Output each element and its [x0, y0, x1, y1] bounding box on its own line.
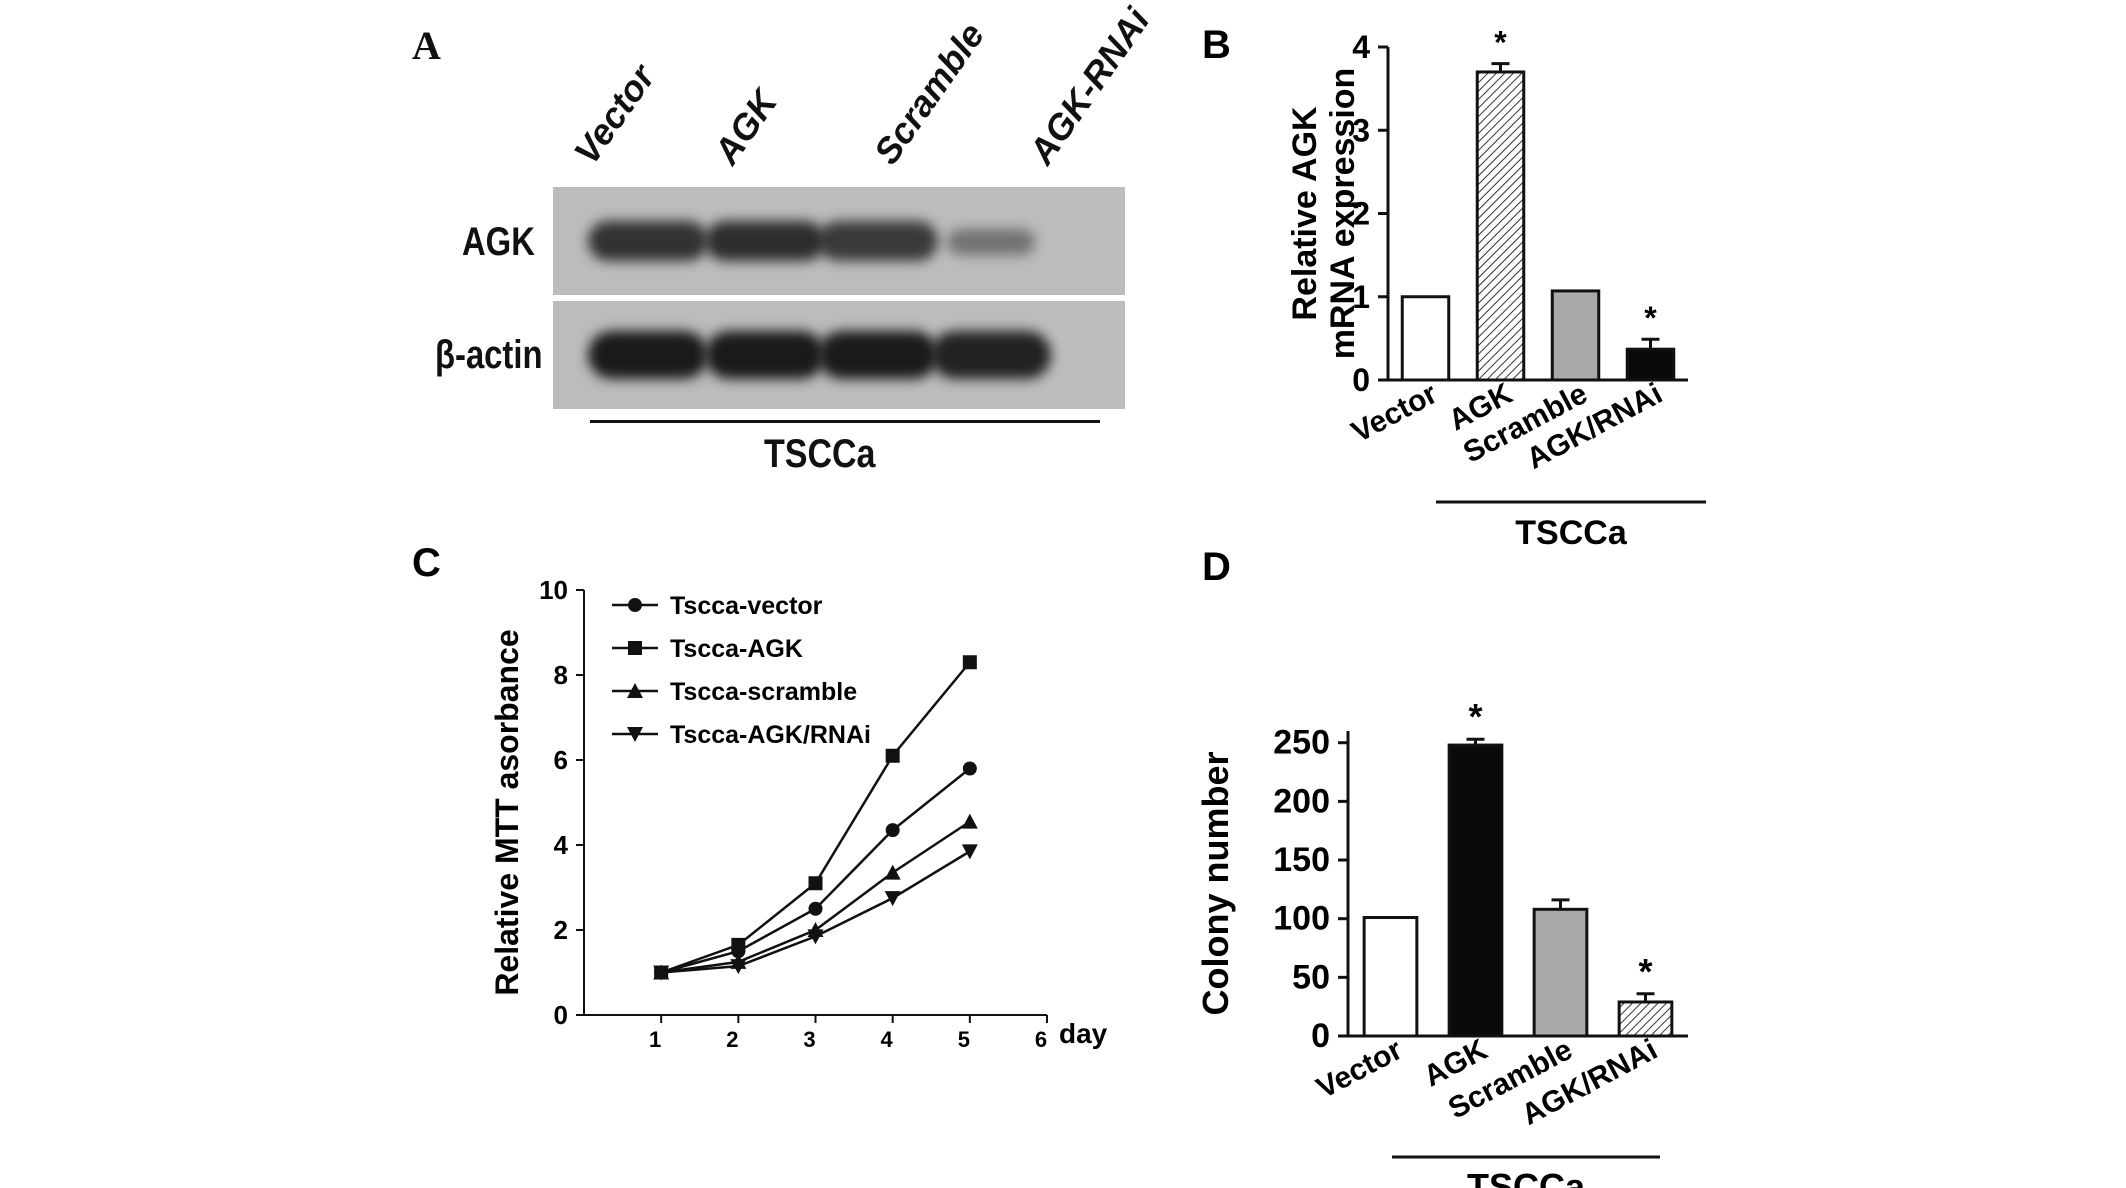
y-tick-label: 3	[1352, 112, 1370, 148]
legend-label: Tscca-vector	[670, 592, 823, 620]
data-point	[653, 965, 670, 981]
panel-a-western-blot: A Vector AGK Scramble AGK-RNAi AGK β-act…	[0, 0, 1157, 520]
data-point	[961, 844, 978, 860]
band-agk-lane-3	[818, 221, 938, 261]
group-label: TSCCa	[1467, 1166, 1586, 1188]
legend-label: Tscca-AGK/RNAi	[670, 721, 871, 749]
band-agk-lane-4	[947, 229, 1035, 255]
legend-entry: Tscca-AGK	[612, 635, 803, 663]
x-tick-label: 3	[803, 1027, 815, 1052]
y-tick-label: 0	[554, 1000, 568, 1030]
y-tick-label: 10	[539, 575, 568, 605]
panel-d-letter: D	[1202, 545, 1231, 589]
legend-marker	[627, 727, 643, 742]
significance-marker: *	[1644, 300, 1657, 336]
y-axis-label: Relative AGKmRNA expression	[1286, 68, 1362, 360]
row-label-agk: AGK	[462, 220, 535, 264]
y-tick-label: 0	[1311, 1017, 1330, 1055]
y-tick-label: 0	[1352, 362, 1370, 398]
bar-vector	[1400, 295, 1451, 382]
panel-a-group-line	[590, 420, 1100, 423]
legend-entry: Tscca-scramble	[612, 678, 857, 706]
band-actin-lane-1	[588, 331, 708, 379]
band-agk-lane-1	[588, 221, 708, 261]
legend-label: Tscca-scramble	[670, 678, 857, 706]
row-label-beta-actin: β-actin	[435, 333, 543, 377]
band-actin-lane-2	[705, 331, 825, 379]
series-tscca-agk	[654, 655, 977, 980]
y-tick-label: 100	[1273, 900, 1330, 938]
bar-agk	[1475, 70, 1526, 382]
data-point	[730, 959, 747, 975]
legend-marker	[627, 683, 643, 698]
blot-strip-beta-actin	[553, 301, 1125, 409]
series-line	[660, 820, 971, 974]
y-tick-label: 4	[554, 830, 569, 860]
x-axis-label: day	[1059, 1018, 1108, 1049]
data-point	[884, 864, 901, 880]
y-axis-label: Colony number	[1195, 751, 1236, 1015]
legend-marker	[628, 598, 642, 612]
y-tick-label: 2	[554, 915, 568, 945]
series-tscca-scramble	[653, 813, 978, 980]
y-tick-label: 6	[554, 745, 568, 775]
lane-label-agk: AGK	[705, 82, 786, 172]
data-point	[808, 901, 823, 916]
lane-label-agk-rnai: AGK-RNAi	[1020, 0, 1158, 172]
data-point	[962, 761, 977, 776]
y-tick-label: 200	[1273, 782, 1330, 820]
legend-marker	[628, 641, 642, 655]
y-tick-label: 1	[1352, 279, 1370, 315]
bar-agk-rnai	[1617, 1000, 1674, 1038]
bar-scramble	[1532, 907, 1589, 1038]
lane-label-vector: Vector	[565, 57, 663, 172]
y-tick-label: 250	[1273, 724, 1330, 762]
legend-entry: Tscca-vector	[612, 592, 823, 620]
bar-agk-rnai	[1625, 347, 1676, 382]
y-tick-label: 50	[1292, 958, 1330, 996]
legend-entry: Tscca-AGK/RNAi	[612, 721, 871, 749]
data-point	[808, 876, 823, 891]
data-point	[807, 929, 824, 945]
x-tick-label: 5	[958, 1027, 970, 1052]
data-point	[885, 748, 900, 763]
panel-a-letter: A	[412, 23, 441, 68]
bar-agk	[1447, 743, 1504, 1038]
panel-c-letter: C	[412, 541, 441, 585]
panel-b-letter: B	[1202, 23, 1231, 67]
x-tick-label: 1	[649, 1027, 661, 1052]
legend-label: Tscca-AGK	[670, 635, 803, 663]
bar-vector	[1362, 916, 1419, 1038]
data-point	[884, 891, 901, 907]
data-point	[885, 823, 900, 838]
y-tick-label: 8	[554, 660, 568, 690]
y-tick-label: 150	[1273, 841, 1330, 879]
panel-a-group-label: TSCCa	[764, 432, 876, 476]
band-actin-lane-3	[818, 331, 938, 379]
y-tick-label: 2	[1352, 196, 1370, 232]
significance-marker: *	[1494, 25, 1507, 61]
bar-scramble	[1550, 289, 1601, 382]
significance-marker: *	[1638, 951, 1652, 992]
x-tick-label: 6	[1035, 1027, 1047, 1052]
data-point	[962, 655, 977, 670]
lane-label-scramble: Scramble	[865, 15, 993, 172]
group-label: TSCCa	[1515, 514, 1628, 552]
band-actin-lane-4	[931, 331, 1051, 379]
y-axis-label: Relative MTT asorbance	[489, 629, 525, 995]
significance-marker: *	[1468, 696, 1482, 737]
series-tscca-agk-rnai	[653, 844, 978, 981]
x-tick-label: 4	[881, 1027, 894, 1052]
blot-strip-agk	[553, 187, 1125, 295]
data-point	[731, 937, 746, 952]
y-tick-label: 4	[1352, 29, 1370, 65]
x-tick-label: 2	[726, 1027, 738, 1052]
band-agk-lane-2	[705, 221, 825, 261]
data-point	[961, 813, 978, 829]
series-tscca-vector	[654, 761, 977, 980]
